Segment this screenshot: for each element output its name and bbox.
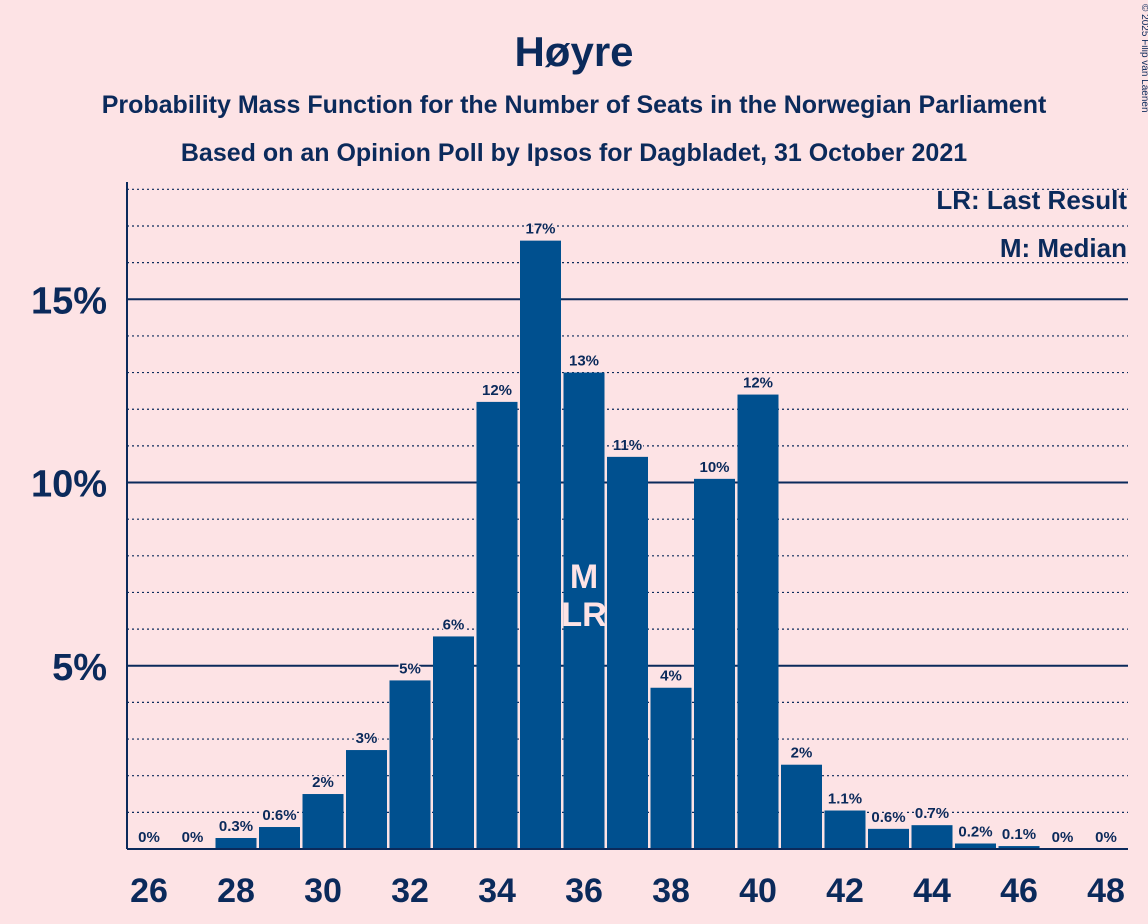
median-marker: M <box>570 558 598 596</box>
bar-value-label: 0% <box>182 829 204 846</box>
bar-value-label: 0.3% <box>219 818 253 835</box>
bar <box>346 750 387 849</box>
bar-value-label: 12% <box>482 382 512 399</box>
bar-value-label: 6% <box>443 616 465 633</box>
bar-value-label: 0.6% <box>262 807 296 824</box>
x-tick-label: 26 <box>130 872 168 910</box>
bar-value-label: 5% <box>399 660 421 677</box>
bar-value-label: 13% <box>569 353 599 370</box>
bar <box>302 794 344 849</box>
copyright-text: © 2025 Filip van Laenen <box>1139 4 1148 113</box>
bar-value-label: 10% <box>699 459 729 476</box>
bar-value-label: 0.2% <box>958 824 992 841</box>
bar-value-label: 4% <box>660 668 682 685</box>
y-tick-label: 15% <box>31 280 107 322</box>
bar <box>998 846 1040 849</box>
bar <box>607 456 648 849</box>
legend-last-result: LR: Last Result <box>936 185 1127 215</box>
bar-value-label: 0.1% <box>1002 826 1036 843</box>
x-tick-label: 34 <box>478 872 516 910</box>
bar <box>650 687 692 849</box>
y-axis-ticks: 5% 10% 15% <box>31 280 107 688</box>
bar-value-label: 12% <box>743 375 773 392</box>
bar <box>911 825 953 849</box>
bar <box>563 372 605 849</box>
bar-value-label: 11% <box>613 437 642 454</box>
chart-subtitle: Probability Mass Function for the Number… <box>102 91 1047 119</box>
bar-value-label: 2% <box>791 745 813 762</box>
x-tick-label: 32 <box>391 872 429 910</box>
bar-value-label: 0% <box>1095 829 1117 846</box>
bar <box>868 828 909 849</box>
y-tick-label: 10% <box>31 464 107 506</box>
x-tick-label: 48 <box>1087 872 1125 910</box>
chart-source: Based on an Opinion Poll by Ipsos for Da… <box>181 139 967 167</box>
x-tick-label: 46 <box>1000 872 1038 910</box>
x-tick-label: 36 <box>565 872 603 910</box>
bar <box>215 838 257 849</box>
x-tick-label: 44 <box>913 872 951 910</box>
bar <box>433 636 474 849</box>
x-tick-label: 38 <box>652 872 690 910</box>
bar-value-label: 0% <box>138 829 160 846</box>
x-tick-label: 28 <box>217 872 255 910</box>
legend-median: M: Median <box>1000 233 1127 263</box>
bars <box>215 240 1040 850</box>
x-axis-ticks: 26 28 30 32 34 36 38 40 42 44 46 48 <box>130 872 1125 910</box>
bar <box>781 764 822 849</box>
bar <box>824 810 866 849</box>
bar-labels: 0% 0% 0.3% 0.6% 2% 3% 5% 6% 12% 17% 13% 11% 4% 10% 12%… <box>137 219 1119 847</box>
bar <box>476 401 518 849</box>
bar <box>520 240 561 850</box>
bar <box>389 680 431 849</box>
bar <box>737 394 779 849</box>
bar-value-label: 0.7% <box>915 805 949 822</box>
chart-title: Høyre <box>514 28 633 75</box>
x-tick-label: 40 <box>739 872 777 910</box>
bar-value-label: 1.1% <box>828 791 862 808</box>
bar <box>694 478 735 849</box>
x-tick-label: 42 <box>826 872 864 910</box>
bar-value-label: 17% <box>525 221 555 238</box>
x-tick-label: 30 <box>304 872 342 910</box>
bar-markers: MLR <box>561 558 606 634</box>
bar <box>955 843 996 849</box>
bar-value-label: 2% <box>312 774 334 791</box>
y-tick-label: 5% <box>52 647 107 689</box>
bar-value-label: 0% <box>1052 829 1074 846</box>
last-result-marker: LR <box>561 596 606 634</box>
bar-value-label: 3% <box>356 730 378 747</box>
bar-value-label: 0.6% <box>871 809 905 826</box>
bar <box>259 827 300 849</box>
